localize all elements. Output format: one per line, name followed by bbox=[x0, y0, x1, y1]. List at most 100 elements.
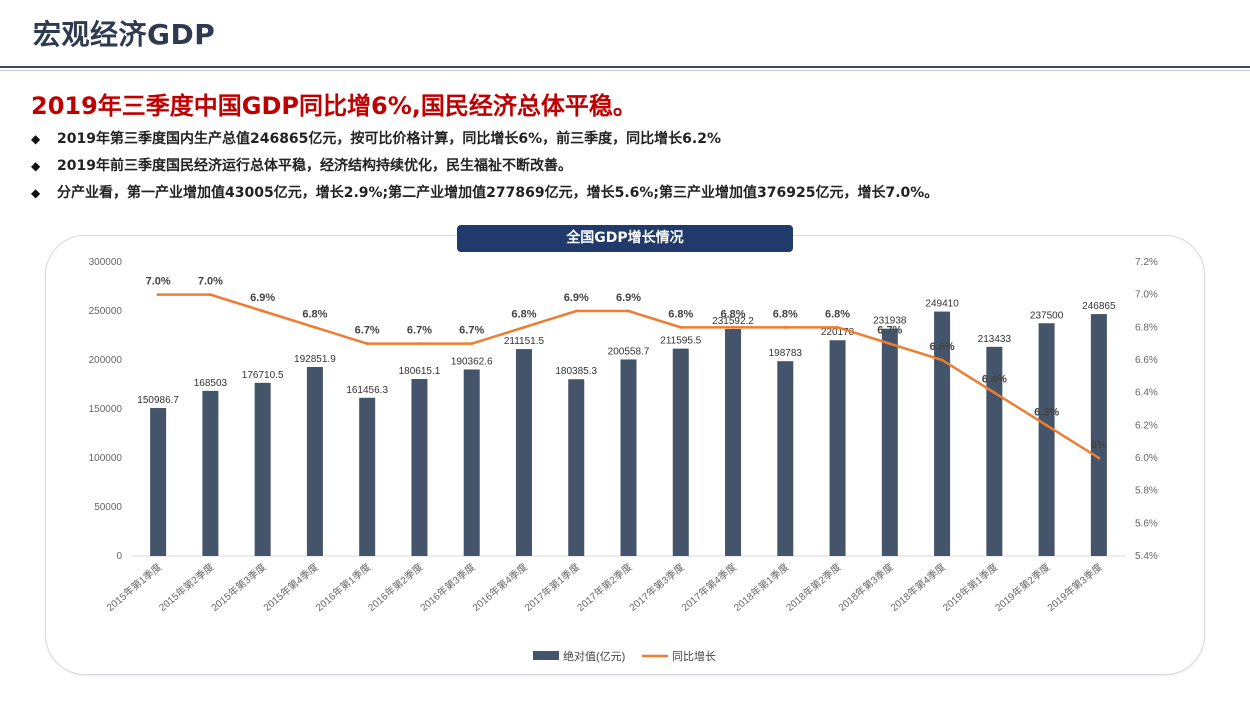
x-tick-label: 2017年第3季度 bbox=[626, 560, 686, 614]
title-divider bbox=[0, 66, 1250, 68]
x-tick-label: 2017年第4季度 bbox=[679, 560, 739, 614]
bar-value-label: 213433 bbox=[978, 334, 1012, 345]
x-tick-label: 2018年第1季度 bbox=[731, 560, 791, 614]
growth-rate-point bbox=[836, 325, 840, 329]
growth-rate-point bbox=[470, 342, 474, 346]
bullet-text: 2019年第三季度国内生产总值246865亿元，按可比价格计算，同比增长6%，前… bbox=[57, 131, 722, 147]
growth-rate-point bbox=[261, 309, 265, 313]
bar bbox=[829, 340, 846, 556]
x-tick-label: 2017年第2季度 bbox=[574, 560, 634, 614]
growth-rate-point bbox=[313, 325, 317, 329]
legend-bar-label: 绝对值(亿元) bbox=[563, 649, 625, 663]
bar-value-label: 220178 bbox=[821, 327, 855, 338]
growth-rate-label: 7.0% bbox=[198, 276, 223, 288]
headline: 2019年三季度中国GDP同比增6%,国民经济总体平稳。 bbox=[31, 92, 637, 120]
x-tick-label: 2015年第3季度 bbox=[208, 560, 268, 614]
y-left-tick-label: 50000 bbox=[94, 502, 122, 513]
x-tick-label: 2018年第3季度 bbox=[835, 560, 895, 614]
x-tick-label: 2017年第1季度 bbox=[522, 560, 582, 614]
page-title: 宏观经济GDP bbox=[33, 18, 216, 51]
x-tick-label: 2016年第4季度 bbox=[470, 560, 530, 614]
bar bbox=[463, 369, 480, 556]
y-left-tick-label: 100000 bbox=[89, 453, 123, 464]
bar-value-label: 198783 bbox=[769, 348, 803, 359]
bullet-text: 2019年前三季度国民经济运行总体平稳，经济结构持续优化，民生福祉不断改善。 bbox=[57, 158, 572, 174]
x-tick-label: 2016年第3季度 bbox=[417, 560, 477, 614]
growth-rate-point bbox=[888, 342, 892, 346]
growth-rate-point bbox=[731, 325, 735, 329]
growth-rate-label: 6.8% bbox=[825, 308, 850, 320]
y-left-tick-label: 200000 bbox=[89, 355, 123, 366]
y-right-tick-label: 5.4% bbox=[1135, 551, 1158, 562]
growth-rate-point bbox=[156, 293, 160, 297]
title-divider-light bbox=[0, 70, 1250, 71]
bar-value-label: 150986.7 bbox=[137, 395, 179, 406]
y-right-tick-label: 5.8% bbox=[1135, 486, 1158, 497]
growth-rate-label: 6.9% bbox=[616, 292, 641, 304]
x-tick-label: 2015年第2季度 bbox=[156, 560, 216, 614]
bar bbox=[986, 346, 1003, 556]
bar bbox=[725, 329, 742, 556]
growth-rate-label: 6.9% bbox=[564, 292, 589, 304]
diamond-bullet-icon: ◆ bbox=[31, 132, 41, 146]
growth-rate-label: 6.8% bbox=[720, 308, 745, 320]
y-right-tick-label: 6.2% bbox=[1135, 420, 1158, 431]
bar bbox=[881, 328, 898, 556]
growth-rate-label: 6.7% bbox=[459, 325, 484, 337]
y-left-tick-label: 300000 bbox=[89, 257, 123, 268]
y-right-tick-label: 6.0% bbox=[1135, 453, 1158, 464]
bar-value-label: 180615.1 bbox=[399, 366, 441, 377]
bar bbox=[1090, 314, 1107, 556]
y-right-tick-label: 6.4% bbox=[1135, 388, 1158, 399]
growth-rate-point bbox=[417, 342, 421, 346]
bar bbox=[672, 348, 689, 556]
y-left-tick-label: 0 bbox=[116, 551, 122, 562]
growth-rate-label: 6.7% bbox=[877, 325, 902, 337]
growth-rate-point bbox=[208, 293, 212, 297]
growth-rate-label: 6% bbox=[1091, 439, 1107, 451]
bar bbox=[411, 378, 428, 556]
bar-value-label: 231592.2 bbox=[712, 316, 754, 327]
bar-value-label: 180385.3 bbox=[555, 366, 597, 377]
bar bbox=[1038, 323, 1055, 556]
y-right-tick-label: 7.0% bbox=[1135, 290, 1158, 301]
growth-rate-point bbox=[940, 358, 944, 362]
bar-value-label: 237500 bbox=[1030, 310, 1064, 321]
diamond-bullet-icon: ◆ bbox=[31, 186, 41, 200]
growth-rate-point bbox=[1097, 456, 1101, 460]
bar-value-label: 249410 bbox=[925, 299, 959, 310]
growth-rate-point bbox=[627, 309, 630, 313]
growth-rate-point bbox=[522, 325, 526, 329]
legend-line-label: 同比增长 bbox=[672, 649, 716, 663]
bar-value-label: 246865 bbox=[1082, 301, 1116, 312]
bar bbox=[359, 397, 376, 556]
x-tick-label: 2015年第4季度 bbox=[261, 560, 321, 614]
bullet-text: 分产业看，第一产业增加值43005亿元，增长2.9%;第二产业增加值277869… bbox=[57, 185, 939, 201]
growth-rate-label: 7.0% bbox=[146, 276, 171, 288]
y-left-tick-label: 150000 bbox=[89, 404, 123, 415]
bar bbox=[934, 311, 951, 556]
growth-rate-label: 6.4% bbox=[982, 374, 1007, 386]
bar-value-label: 161456.3 bbox=[346, 385, 388, 396]
x-tick-label: 2019年第1季度 bbox=[940, 560, 1000, 614]
growth-rate-label: 6.8% bbox=[773, 308, 798, 320]
growth-rate-point bbox=[574, 309, 578, 313]
bar-value-label: 190362.6 bbox=[451, 356, 493, 367]
x-tick-label: 2016年第2季度 bbox=[365, 560, 425, 614]
chart-title: 全国GDP增长情况 bbox=[457, 225, 793, 252]
x-tick-label: 2018年第2季度 bbox=[783, 560, 843, 614]
growth-rate-point bbox=[783, 325, 787, 329]
growth-rate-label: 6.8% bbox=[668, 308, 693, 320]
bar-value-label: 168503 bbox=[194, 378, 228, 389]
bar-value-label: 192851.9 bbox=[294, 354, 336, 365]
growth-rate-label: 6.7% bbox=[355, 325, 380, 337]
bar bbox=[620, 359, 637, 556]
bar-value-label: 200558.7 bbox=[608, 346, 650, 357]
bullet-item: ◆ 2019年第三季度国内生产总值246865亿元，按可比价格计算，同比增长6%，… bbox=[31, 126, 938, 153]
bar bbox=[515, 349, 532, 556]
bar bbox=[254, 382, 271, 556]
bullet-list: ◆ 2019年第三季度国内生产总值246865亿元，按可比价格计算，同比增长6%，… bbox=[31, 126, 938, 207]
growth-rate-label: 6.2% bbox=[1034, 406, 1059, 418]
bar bbox=[306, 367, 323, 556]
